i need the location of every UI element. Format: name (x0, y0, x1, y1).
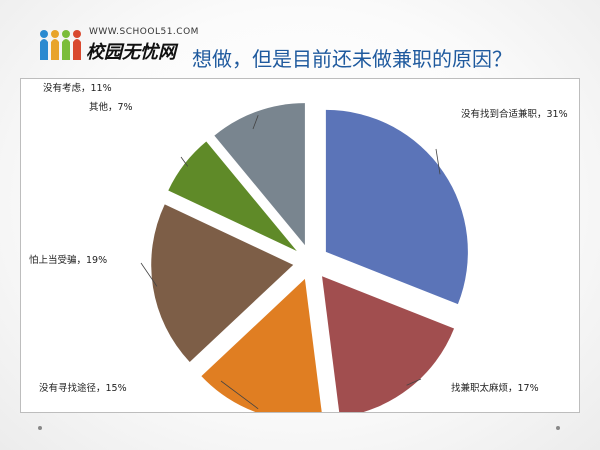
logo: WWW.SCHOOL51.COM 校园无忧网 (36, 24, 198, 68)
corner-dot (556, 426, 560, 430)
pie-slice (214, 103, 305, 246)
leader-line (252, 115, 259, 130)
page-title: 想做，但是目前还未做兼职的原因？ (192, 47, 512, 71)
header: WWW.SCHOOL51.COM 校园无忧网 想做，但是目前还未做兼职的原因？ (0, 0, 600, 80)
leader-line (406, 378, 422, 386)
slice-label: 没有寻找途径，15% (39, 382, 127, 394)
pie-slice (151, 204, 294, 363)
leader-line (140, 262, 158, 287)
pie-slice (325, 109, 468, 305)
logo-mark-icon (40, 30, 81, 60)
pie-slice (168, 141, 297, 251)
slice-label: 其他，7% (89, 101, 133, 113)
slice-label: 怕上当受骗，19% (29, 254, 107, 266)
corner-dot (38, 426, 42, 430)
slice-label: 找兼职太麻烦，17% (451, 382, 539, 394)
logo-name: 校园无忧网 (86, 42, 176, 63)
chart-frame: 没有找到合适兼职，31% 找兼职太麻烦，17% 没有寻找途径，15% 怕上当受骗，19… (20, 78, 580, 413)
leader-line (220, 380, 259, 410)
leader-line (180, 156, 189, 167)
leader-line (435, 148, 441, 175)
pie-chart: 没有找到合适兼职，31% 找兼职太麻烦，17% 没有寻找途径，15% 怕上当受骗，19… (29, 82, 568, 412)
slice-label: 没有考虑，11% (43, 82, 112, 94)
pie-slice (322, 276, 455, 412)
slice-label: 没有找到合适兼职，31% (461, 108, 568, 120)
logo-url: WWW.SCHOOL51.COM (89, 27, 199, 37)
pie-slice (201, 278, 322, 412)
